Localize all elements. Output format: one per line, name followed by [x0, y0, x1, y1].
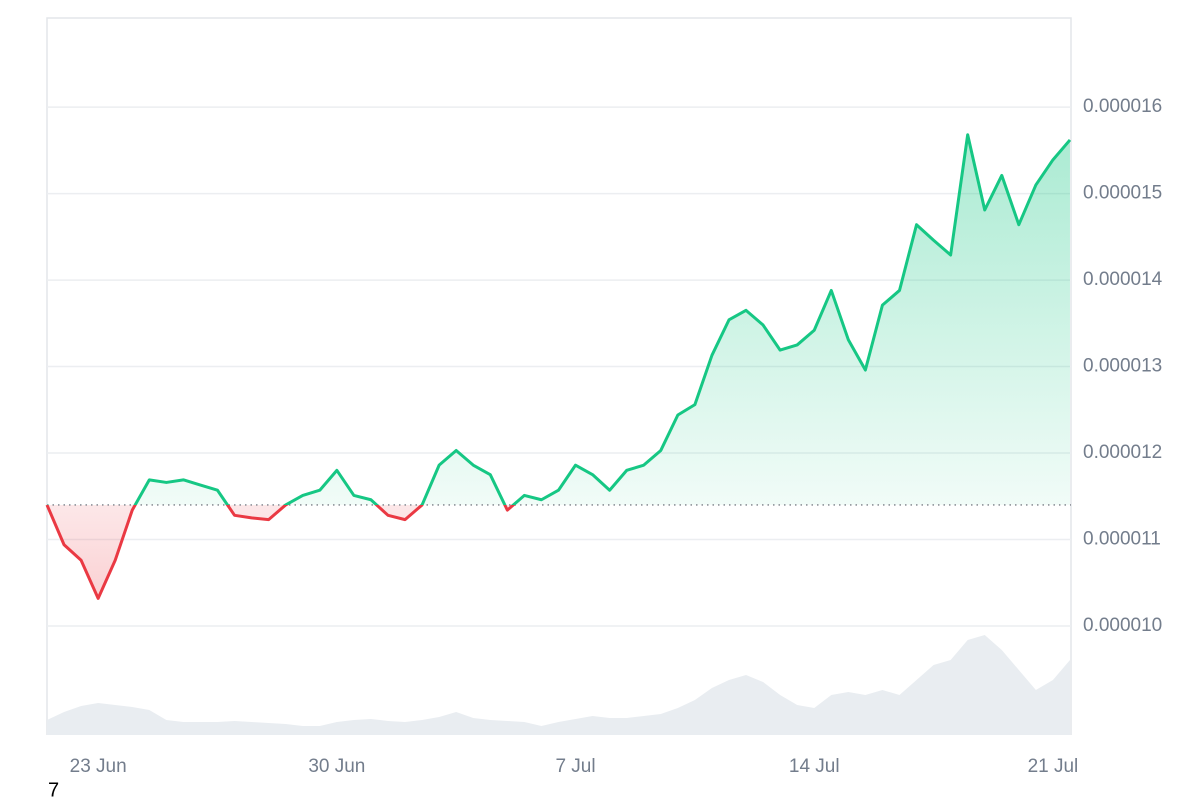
- y-tick-label: 0.000016: [1083, 96, 1162, 117]
- y-tick-label: 0.000012: [1083, 442, 1162, 463]
- x-tick-label: 21 Jul: [1028, 756, 1079, 777]
- volume-area: [47, 635, 1070, 735]
- y-tick-label: 0.000011: [1083, 529, 1161, 550]
- y-tick-label: 0.000013: [1083, 356, 1162, 377]
- x-tick-label: 30 Jun: [308, 756, 365, 777]
- x-tick-label: 7 Jul: [555, 756, 595, 777]
- footer-text: 7: [48, 779, 59, 800]
- y-tick-label: 0.000015: [1083, 183, 1162, 204]
- price-line: [45, 133, 1072, 600]
- x-tick-label: 14 Jul: [789, 756, 840, 777]
- y-tick-label: 0.000010: [1083, 615, 1162, 636]
- x-tick-label: 23 Jun: [70, 756, 127, 777]
- plot-frame: [46, 17, 1072, 735]
- y-tick-label: 0.000014: [1083, 269, 1163, 290]
- price-area: [47, 134, 1070, 599]
